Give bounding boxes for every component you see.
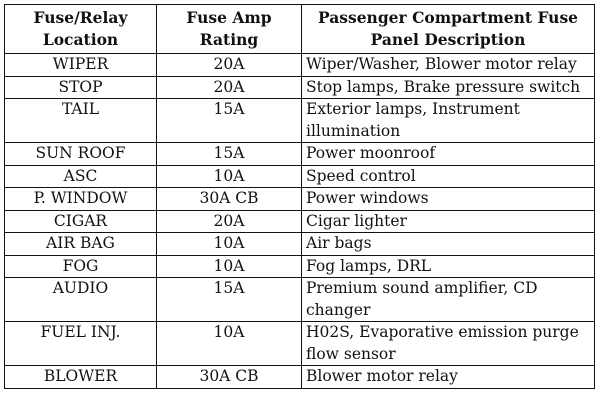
table-row: P. WINDOW 30A CB Power windows bbox=[4, 187, 595, 211]
table-row: TAIL 15A Exterior lamps, Instrument illu… bbox=[4, 98, 595, 143]
cell-location: TAIL bbox=[4, 98, 157, 143]
table-row: AIR BAG 10A Air bags bbox=[4, 232, 595, 256]
cell-description: Blower motor relay bbox=[301, 365, 595, 389]
cell-description: Speed control bbox=[301, 164, 595, 188]
cell-description: Wiper/Washer, Blower motor relay bbox=[301, 53, 595, 77]
cell-location: AUDIO bbox=[4, 277, 157, 322]
table-row: SUN ROOF 15A Power moonroof bbox=[4, 142, 595, 166]
header-description: Passenger Compartment Fuse Panel Descrip… bbox=[301, 4, 595, 54]
table-row: AUDIO 15A Premium sound amplifier, CD ch… bbox=[4, 277, 595, 322]
cell-location: STOP bbox=[4, 75, 157, 99]
cell-description: Stop lamps, Brake pressure switch bbox=[301, 75, 595, 99]
cell-rating: 15A bbox=[156, 142, 302, 166]
cell-rating: 10A bbox=[156, 164, 302, 188]
cell-location: ASC bbox=[4, 164, 157, 188]
cell-location: CIGAR bbox=[4, 209, 157, 233]
cell-location: P. WINDOW bbox=[4, 187, 157, 211]
cell-location: FOG bbox=[4, 254, 157, 278]
header-location: Fuse/Relay Location bbox=[4, 4, 157, 54]
cell-description: Power windows bbox=[301, 187, 595, 211]
cell-rating: 15A bbox=[156, 277, 302, 322]
fuse-table: Fuse/Relay Location Fuse Amp Rating Pass… bbox=[4, 4, 595, 389]
cell-rating: 30A CB bbox=[156, 187, 302, 211]
cell-location: FUEL INJ. bbox=[4, 321, 157, 366]
cell-description: H02S, Evaporative emission purge flow se… bbox=[301, 321, 595, 366]
cell-rating: 10A bbox=[156, 254, 302, 278]
table-row: STOP 20A Stop lamps, Brake pressure swit… bbox=[4, 75, 595, 99]
table-row: FOG 10A Fog lamps, DRL bbox=[4, 254, 595, 278]
cell-rating: 20A bbox=[156, 75, 302, 99]
cell-location: WIPER bbox=[4, 53, 157, 77]
cell-description: Premium sound amplifier, CD changer bbox=[301, 277, 595, 322]
header-rating: Fuse Amp Rating bbox=[156, 4, 302, 54]
cell-description: Cigar lighter bbox=[301, 209, 595, 233]
cell-rating: 20A bbox=[156, 53, 302, 77]
table-row: BLOWER 30A CB Blower motor relay bbox=[4, 365, 595, 389]
cell-rating: 20A bbox=[156, 209, 302, 233]
cell-location: AIR BAG bbox=[4, 232, 157, 256]
table-body: WIPER 20A Wiper/Washer, Blower motor rel… bbox=[4, 53, 595, 389]
table-row: CIGAR 20A Cigar lighter bbox=[4, 209, 595, 233]
cell-location: BLOWER bbox=[4, 365, 157, 389]
cell-rating: 15A bbox=[156, 98, 302, 143]
cell-location: SUN ROOF bbox=[4, 142, 157, 166]
cell-rating: 10A bbox=[156, 232, 302, 256]
table-row: FUEL INJ. 10A H02S, Evaporative emission… bbox=[4, 321, 595, 366]
cell-description: Exterior lamps, Instrument illumination bbox=[301, 98, 595, 143]
cell-rating: 10A bbox=[156, 321, 302, 366]
table-header-row: Fuse/Relay Location Fuse Amp Rating Pass… bbox=[4, 4, 595, 54]
cell-description: Fog lamps, DRL bbox=[301, 254, 595, 278]
table-row: WIPER 20A Wiper/Washer, Blower motor rel… bbox=[4, 53, 595, 77]
cell-description: Air bags bbox=[301, 232, 595, 256]
table-row: ASC 10A Speed control bbox=[4, 164, 595, 188]
cell-description: Power moonroof bbox=[301, 142, 595, 166]
cell-rating: 30A CB bbox=[156, 365, 302, 389]
